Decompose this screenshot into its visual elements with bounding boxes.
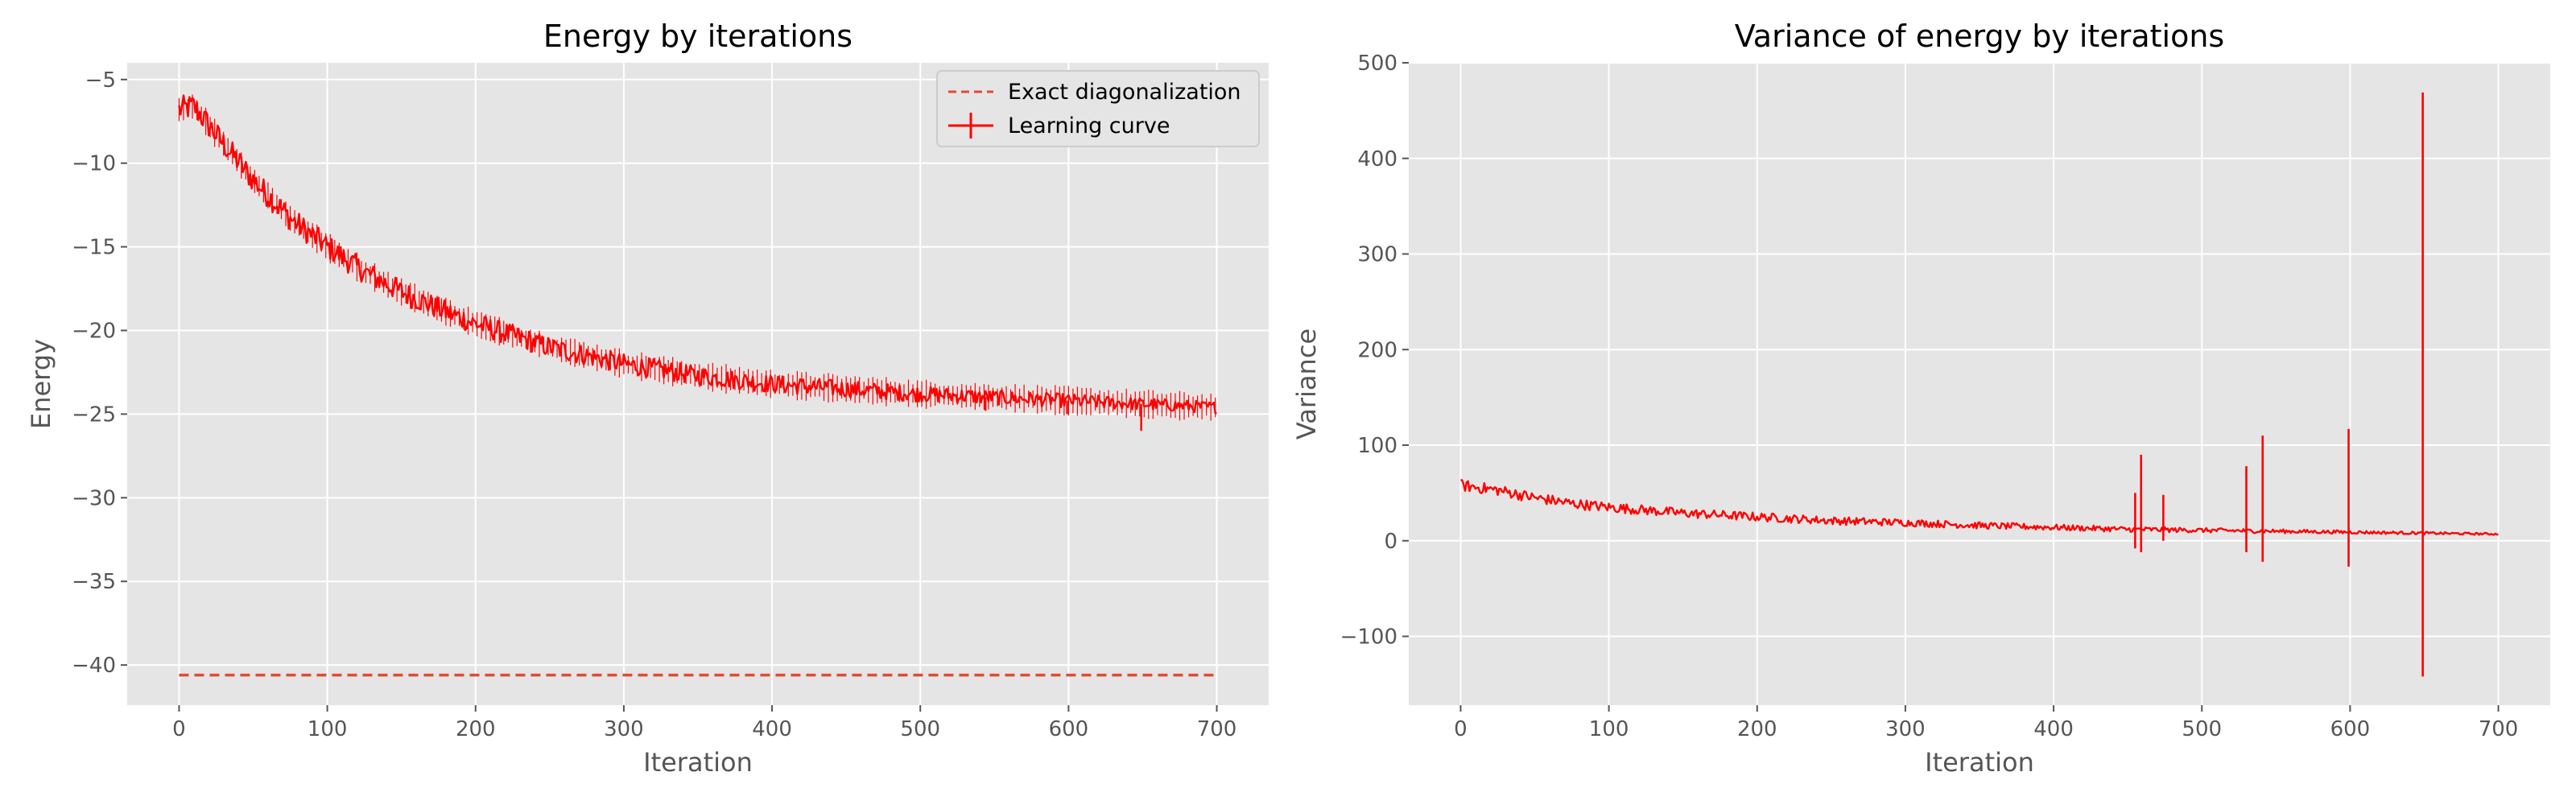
variance-y-axis-label: Variance [1291,328,1322,440]
energy-chart: −5 −10 −15 −20 −25 −30 −35 −40 0 100 200 300 400 500… [26,19,1269,778]
x-tick-label: 200 [1737,717,1777,741]
x-tick-label: 500 [900,717,940,741]
energy-legend: Exact diagonalization Learning curve [936,70,1260,147]
variance-series [1460,92,2499,677]
y-tick-label: −15 [72,236,116,260]
x-tick-label: 300 [1885,717,1926,741]
y-tick-label: 500 [1357,52,1397,76]
variance-chart-title: Variance of energy by iterations [1735,19,2224,54]
variance-chart: 500 400 300 200 100 0 −100 0 100 200 300 400 500 600… [1291,19,2550,778]
x-tick-label: 400 [752,717,792,741]
energy-y-ticks: −5 −10 −15 −20 −25 −30 −35 −40 [72,68,127,678]
x-tick-label: 400 [2033,717,2074,741]
x-tick-label: 100 [308,717,348,741]
variance-plot-area [1409,63,2550,705]
y-tick-label: −25 [72,402,116,427]
y-tick-label: −5 [85,68,116,93]
y-tick-label: −100 [1340,625,1397,650]
energy-chart-title: Energy by iterations [543,19,852,54]
x-tick-label: 0 [1454,717,1468,741]
x-tick-label: 700 [2479,717,2519,741]
y-tick-label: 300 [1357,243,1397,267]
variance-gridlines [1409,62,2550,705]
y-tick-label: −10 [72,152,116,176]
x-tick-label: 600 [1049,717,1089,741]
variance-x-axis-label: Iteration [1925,747,2034,778]
y-tick-label: −35 [72,570,116,594]
x-tick-label: 0 [172,717,186,741]
legend-learning-label: Learning curve [1008,114,1170,138]
energy-plot-area [127,63,1269,705]
y-tick-label: 0 [1384,530,1397,554]
learning-curve-line [178,94,1217,415]
energy-x-ticks: 0 100 200 300 400 500 600 700 [172,705,1236,741]
energy-x-axis-label: Iteration [643,747,753,778]
energy-y-axis-label: Energy [26,339,56,429]
y-tick-label: −20 [72,320,116,344]
legend-box [936,70,1260,147]
variance-y-ticks: 500 400 300 200 100 0 −100 [1340,52,1409,650]
x-tick-label: 600 [2330,717,2371,741]
y-tick-label: 100 [1357,434,1397,458]
x-tick-label: 700 [1197,717,1237,741]
legend-exact-label: Exact diagonalization [1008,80,1241,105]
y-tick-label: −40 [72,654,116,678]
variance-line [1460,479,2499,536]
y-tick-label: 200 [1357,338,1397,362]
y-tick-label: −30 [72,486,116,510]
x-tick-label: 100 [1589,717,1629,741]
x-tick-label: 300 [604,717,644,741]
energy-series [178,94,1217,677]
y-tick-label: 400 [1357,147,1397,171]
variance-x-ticks: 0 100 200 300 400 500 600 700 [1454,705,2518,741]
x-tick-label: 500 [2182,717,2222,741]
x-tick-label: 200 [456,717,496,741]
